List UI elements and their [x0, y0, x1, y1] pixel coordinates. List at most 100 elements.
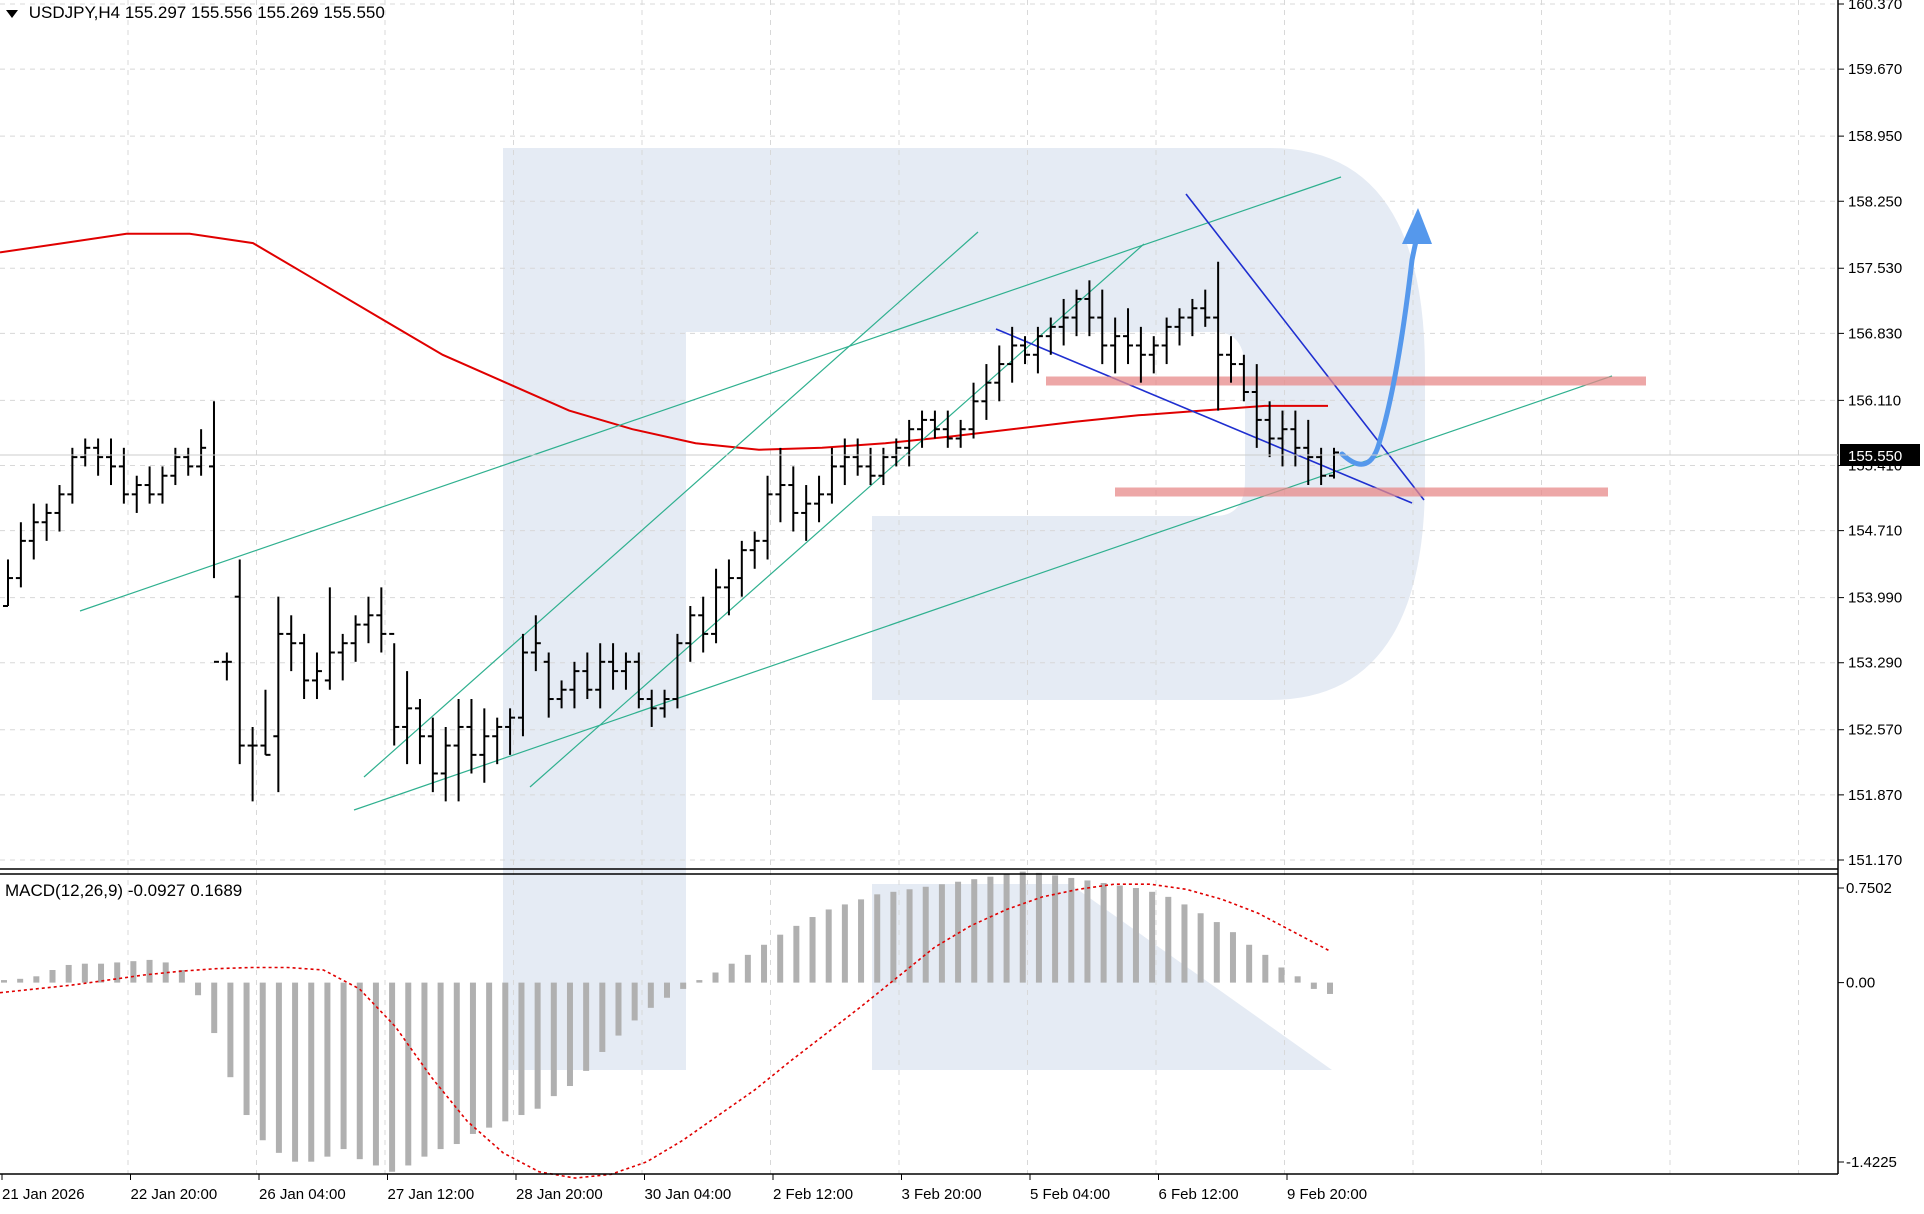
price-axis-labels: 151.170 151.870 152.570 153.290 153.990 154.7… — [1838, 0, 1902, 1171]
macd-histogram-bar — [647, 982, 654, 1008]
ohlc-bar — [1007, 326, 1018, 383]
macd-histogram-bar — [49, 969, 56, 983]
ohlc-bar — [28, 503, 39, 560]
ohlc-bar — [1290, 410, 1301, 467]
inner-channel-line-b — [529, 243, 1145, 788]
ohlc-bar — [569, 661, 580, 709]
ohlc-bar — [1226, 336, 1237, 383]
macd-histogram-bar — [664, 982, 670, 998]
macd-histogram-bar — [615, 982, 622, 1036]
time-tick-label: 3 Feb 20:00 — [902, 1186, 982, 1203]
macd-histogram-bar — [437, 982, 444, 1150]
ohlc-bar — [620, 652, 631, 690]
ohlc-bar — [118, 447, 129, 504]
ohlc-bar — [530, 615, 541, 672]
macd-histogram-bar — [1294, 976, 1301, 983]
macd-histogram-bar — [1197, 913, 1204, 983]
macd-histogram-bar — [1213, 922, 1220, 983]
price-tick-label: 156.110 — [1848, 392, 1901, 409]
macd-histogram-bar — [1310, 982, 1317, 989]
macd-histogram-bar — [162, 962, 169, 983]
ohlc-bar — [1045, 317, 1056, 355]
macd-histogram-bar — [1181, 904, 1188, 983]
macd-histogram-bar — [324, 982, 331, 1157]
price-tick-label: 160.370 — [1848, 0, 1902, 13]
macd-histogram-bar — [1100, 882, 1107, 983]
macd-histogram-bar — [1132, 888, 1139, 983]
macd-histogram-bar — [1327, 982, 1333, 994]
macd-histogram-bar — [777, 934, 784, 983]
ohlc-bar — [1161, 317, 1172, 365]
ohlc-bar — [646, 689, 657, 727]
ohlc-bar — [414, 699, 425, 765]
macd-histogram-bar — [259, 982, 266, 1141]
ohlc-bar — [981, 364, 992, 420]
ohlc-bar — [324, 587, 335, 690]
ohlc-bar — [788, 466, 799, 532]
ohlc-bar — [1148, 336, 1159, 374]
ohlc-bar — [389, 632, 400, 746]
ohlc-bar — [1251, 364, 1262, 448]
ohlc-bar — [852, 438, 863, 476]
ohlc-bar — [157, 466, 168, 504]
price-tick-label: 153.290 — [1848, 655, 1902, 672]
close-value: 155.550 — [323, 3, 385, 22]
time-tick-label: 21 Jan 2026 — [2, 1186, 85, 1203]
macd-histogram-bar — [292, 982, 299, 1162]
ohlc-bar — [144, 466, 155, 504]
open-value: 155.297 — [124, 3, 187, 22]
ohlc-bar — [1020, 336, 1031, 365]
ohlc-bar — [659, 689, 670, 718]
macd-histogram-bar — [1019, 871, 1026, 983]
macd-histogram-bar — [308, 982, 315, 1162]
ohlc-bar — [505, 708, 516, 755]
macd-histogram-bar — [340, 982, 347, 1150]
ohlc-bar — [1110, 317, 1121, 374]
macd-panel — [0, 871, 1333, 1179]
price-tick-label: 158.950 — [1848, 128, 1902, 145]
macd-histogram-bar — [809, 917, 816, 983]
chevron-down-icon[interactable] — [6, 9, 18, 18]
ohlc-bar — [878, 447, 889, 486]
ohlc-bar — [917, 410, 928, 448]
macd-histogram-bar — [922, 886, 929, 983]
price-tick-label: 156.830 — [1848, 325, 1902, 342]
macd-histogram-bar — [1068, 877, 1075, 983]
macd-histogram-bar — [599, 982, 606, 1052]
time-tick-label: 30 Jan 04:00 — [645, 1186, 732, 1203]
macd-histogram-bar — [178, 969, 185, 983]
ohlc-bar — [208, 401, 219, 663]
macd-main-value: -0.0927 — [127, 881, 186, 900]
ohlc-bar — [1187, 298, 1198, 337]
macd-histogram-bar — [389, 982, 396, 1172]
ohlc-bar — [363, 596, 374, 644]
current-price-label: 155.550 — [1848, 448, 1902, 465]
ohlc-bar — [1123, 308, 1134, 365]
time-tick-label: 6 Feb 12:00 — [1159, 1186, 1239, 1203]
macd-histogram-bar — [1229, 932, 1236, 983]
macd-tick-label: 0.00 — [1846, 975, 1875, 992]
low-value: 155.269 — [257, 3, 319, 22]
ohlc-bar — [1058, 298, 1069, 346]
macd-histogram-bar — [1035, 872, 1042, 983]
ohlc-bar — [736, 540, 747, 597]
macd-histogram-bar — [195, 982, 202, 996]
ohlc-bar — [1329, 447, 1339, 479]
macd-histogram-bar — [114, 962, 121, 983]
macd-histogram-bar — [696, 980, 703, 983]
time-tick-label: 28 Jan 20:00 — [516, 1186, 603, 1203]
ohlc-bar — [1084, 280, 1095, 337]
macd-histogram-bar — [146, 959, 153, 983]
time-tick-label: 22 Jan 20:00 — [131, 1186, 218, 1203]
ohlc-bar — [93, 438, 104, 476]
ohlc-bar — [749, 531, 760, 569]
ohlc-bar — [1097, 289, 1108, 365]
ohlc-bar — [517, 633, 528, 737]
ohlc-bar — [105, 438, 116, 486]
macd-histogram-bar — [761, 944, 768, 983]
macd-histogram-bar — [890, 891, 897, 983]
price-tick-label: 151.170 — [1848, 852, 1902, 869]
macd-histogram-bar — [453, 982, 460, 1145]
macd-histogram-bar — [1262, 954, 1269, 983]
ohlc-bar — [183, 447, 194, 476]
